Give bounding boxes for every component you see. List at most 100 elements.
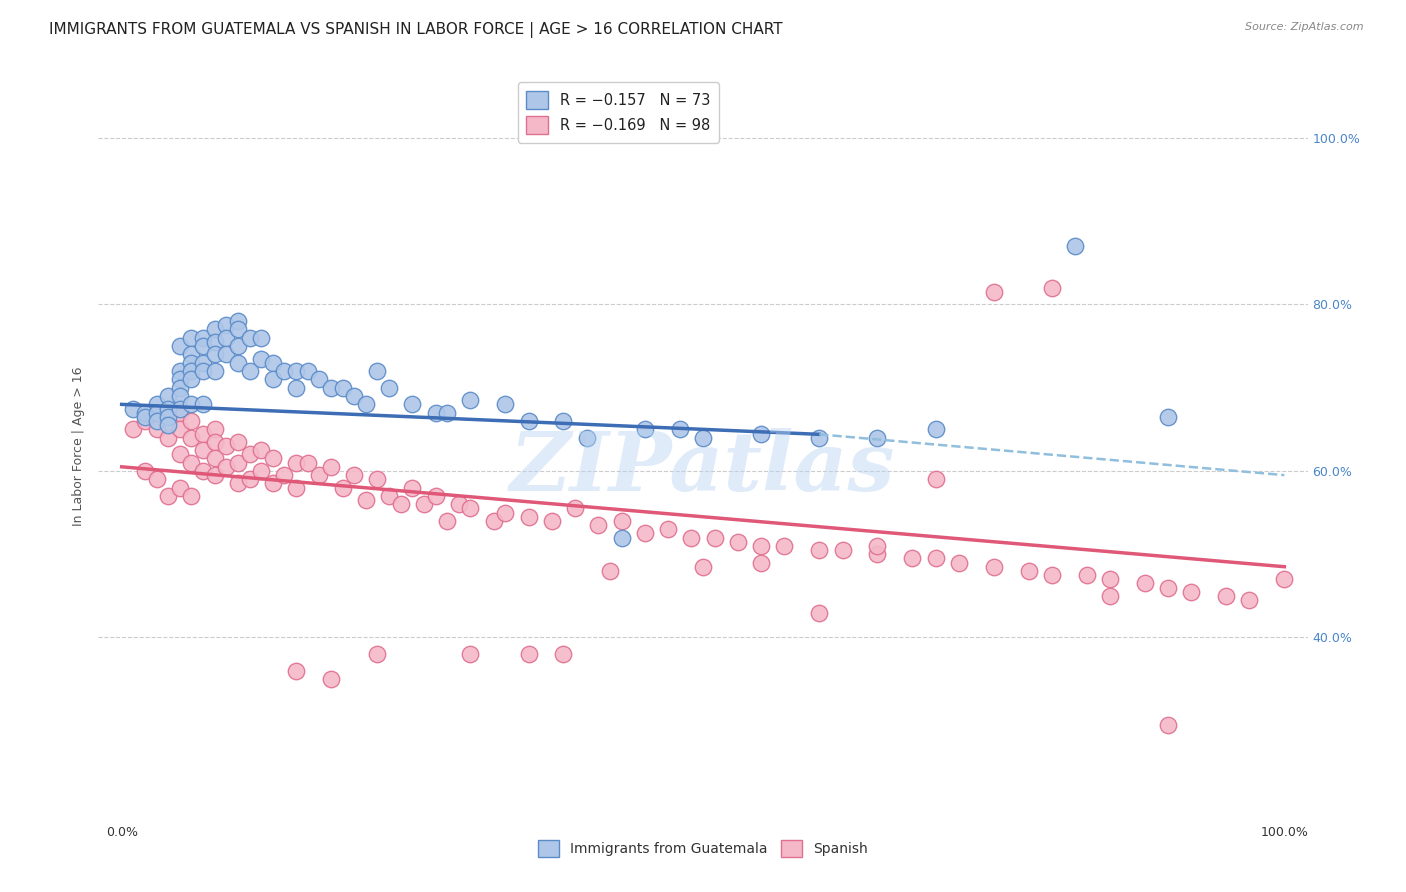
Point — [308, 468, 330, 483]
Point — [204, 468, 226, 483]
Point — [134, 414, 156, 428]
Point — [285, 364, 308, 378]
Point — [134, 409, 156, 424]
Point — [180, 372, 202, 386]
Point — [180, 364, 202, 378]
Point — [180, 347, 202, 361]
Point — [191, 426, 214, 441]
Point — [204, 434, 226, 449]
Point — [517, 414, 540, 428]
Point — [273, 468, 295, 483]
Point — [983, 559, 1005, 574]
Point — [389, 497, 412, 511]
Point — [727, 534, 749, 549]
Point — [668, 422, 690, 436]
Point — [169, 339, 191, 353]
Point — [610, 514, 633, 528]
Point — [180, 431, 202, 445]
Point — [169, 481, 191, 495]
Point — [378, 489, 401, 503]
Point — [215, 331, 238, 345]
Point — [226, 339, 249, 353]
Point — [808, 543, 831, 558]
Point — [1098, 589, 1121, 603]
Point — [204, 334, 226, 349]
Point — [226, 314, 249, 328]
Point — [215, 439, 238, 453]
Point — [692, 431, 714, 445]
Point — [145, 422, 167, 436]
Point — [1215, 589, 1237, 603]
Point — [517, 647, 540, 661]
Point — [319, 459, 342, 474]
Point — [273, 364, 295, 378]
Point — [145, 397, 167, 411]
Point — [575, 431, 598, 445]
Point — [169, 406, 191, 420]
Point — [215, 347, 238, 361]
Point — [169, 401, 191, 416]
Point — [482, 514, 505, 528]
Point — [204, 347, 226, 361]
Point — [924, 472, 946, 486]
Point — [343, 389, 366, 403]
Point — [250, 351, 273, 366]
Point — [1018, 564, 1040, 578]
Point — [297, 364, 319, 378]
Point — [703, 531, 725, 545]
Point — [180, 397, 202, 411]
Point — [191, 464, 214, 478]
Point — [831, 543, 853, 558]
Point — [285, 664, 308, 678]
Point — [297, 456, 319, 470]
Point — [553, 647, 575, 661]
Point — [401, 481, 423, 495]
Point — [866, 431, 889, 445]
Point — [749, 426, 772, 441]
Point — [948, 556, 970, 570]
Point — [191, 339, 214, 353]
Point — [239, 331, 262, 345]
Point — [169, 372, 191, 386]
Point — [808, 606, 831, 620]
Point — [1076, 568, 1098, 582]
Point — [436, 514, 458, 528]
Point — [169, 381, 191, 395]
Point — [1157, 409, 1180, 424]
Point — [169, 389, 191, 403]
Point — [749, 539, 772, 553]
Point — [1157, 718, 1180, 732]
Point — [808, 431, 831, 445]
Point — [134, 464, 156, 478]
Point — [681, 531, 703, 545]
Point — [204, 364, 226, 378]
Point — [226, 322, 249, 336]
Point — [343, 468, 366, 483]
Point — [599, 564, 621, 578]
Point — [553, 414, 575, 428]
Point — [366, 472, 388, 486]
Point — [180, 456, 202, 470]
Point — [226, 434, 249, 449]
Point — [157, 389, 180, 403]
Point — [180, 489, 202, 503]
Point — [145, 414, 167, 428]
Point — [366, 647, 388, 661]
Point — [924, 422, 946, 436]
Point — [540, 514, 562, 528]
Point — [517, 509, 540, 524]
Point — [447, 497, 470, 511]
Point — [588, 518, 610, 533]
Point — [191, 331, 214, 345]
Point — [1272, 572, 1295, 586]
Point — [901, 551, 924, 566]
Point — [1040, 281, 1063, 295]
Point — [134, 406, 156, 420]
Point — [460, 501, 482, 516]
Point — [169, 364, 191, 378]
Point — [191, 356, 214, 370]
Point — [180, 356, 202, 370]
Point — [692, 559, 714, 574]
Point — [250, 443, 273, 458]
Point — [180, 414, 202, 428]
